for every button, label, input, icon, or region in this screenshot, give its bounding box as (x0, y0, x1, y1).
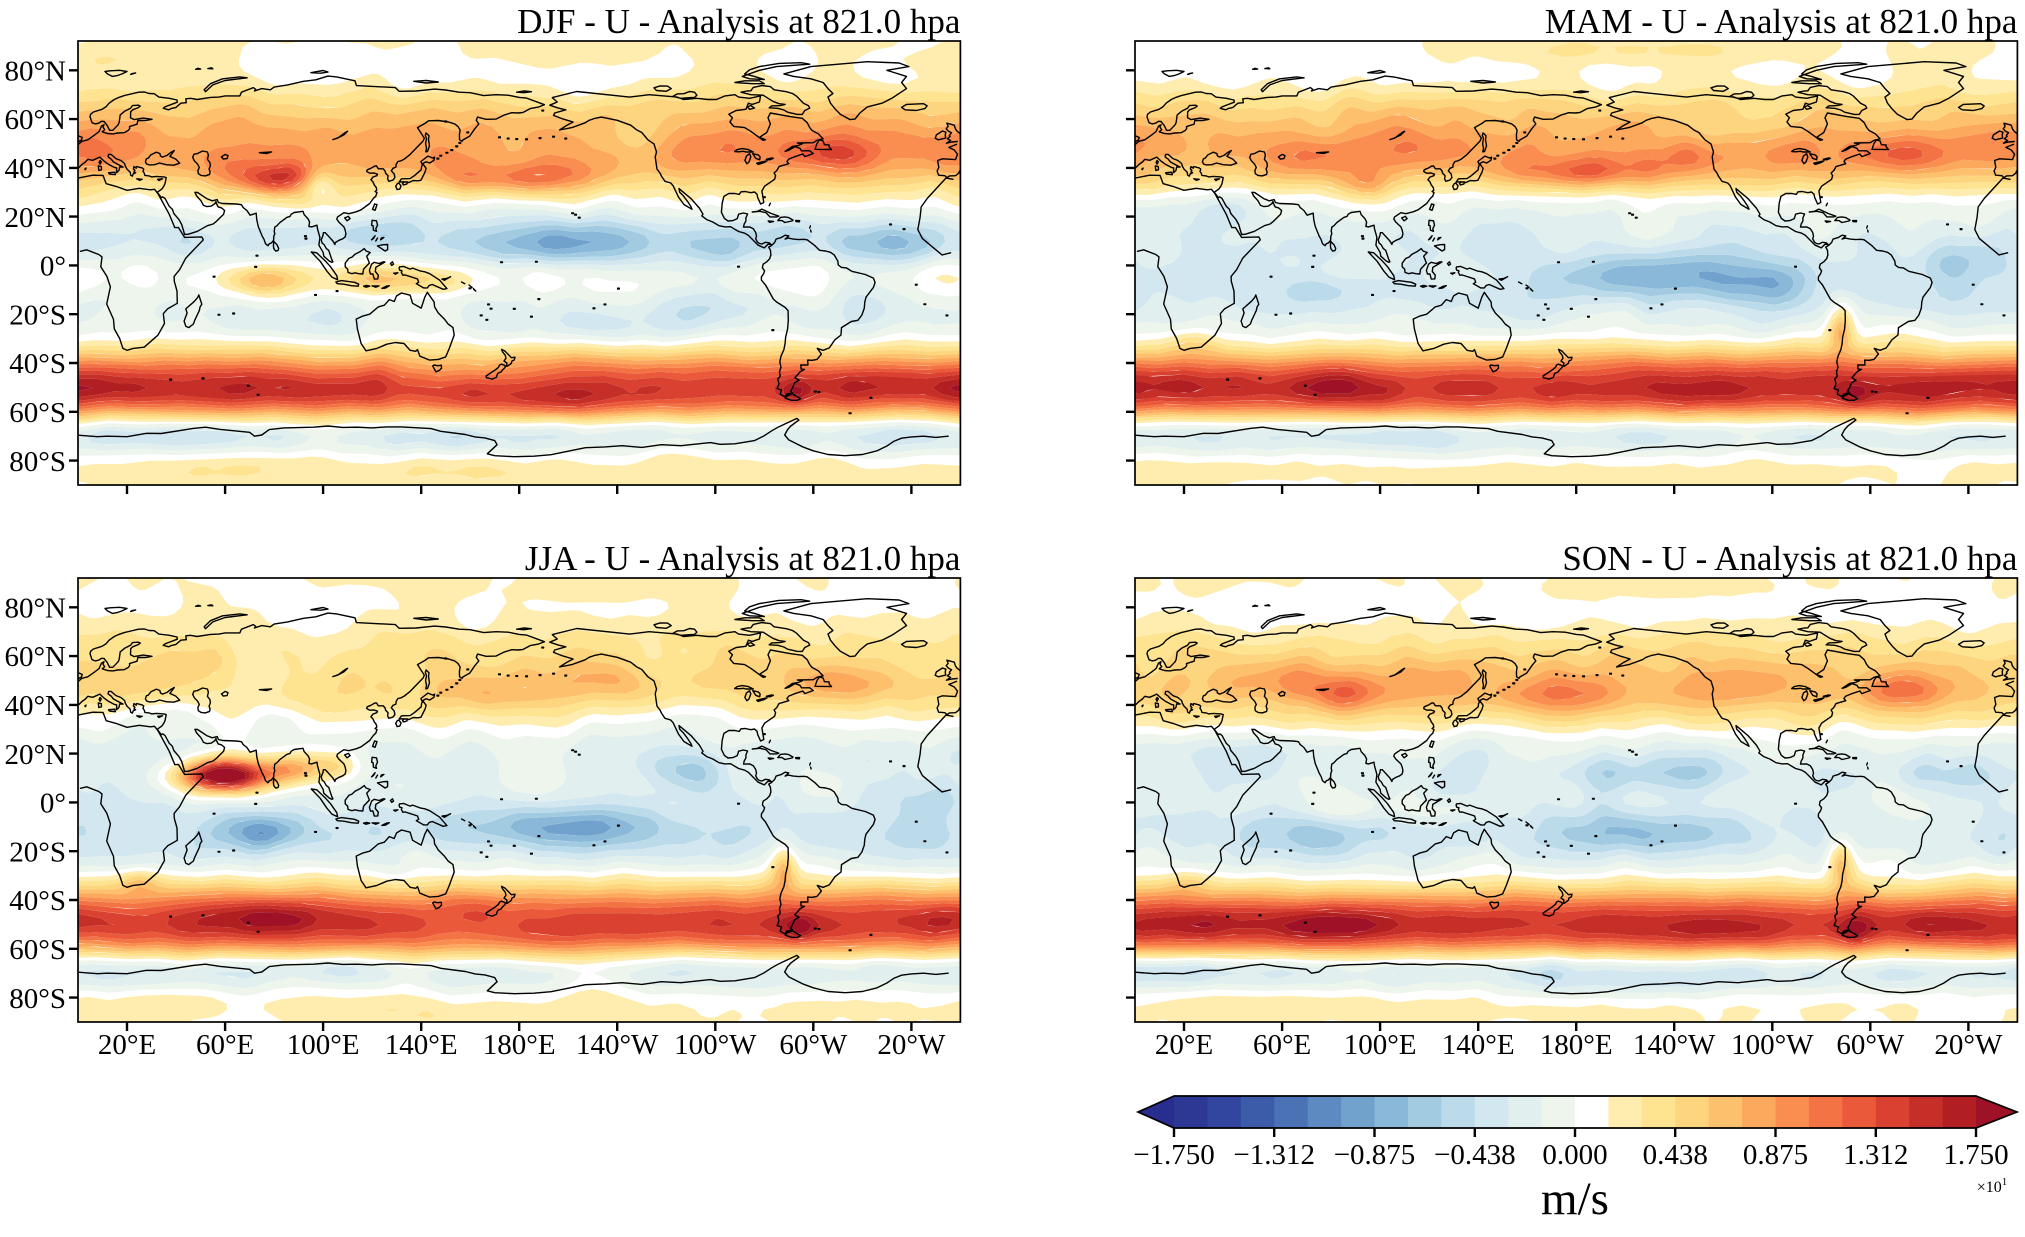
svg-text:80°S: 80°S (9, 446, 66, 478)
svg-text:60°S: 60°S (9, 397, 66, 429)
svg-text:SON - U - Analysis at 821.0 hp: SON - U - Analysis at 821.0 hpa (1562, 539, 2017, 578)
svg-text:20°E: 20°E (98, 1029, 156, 1061)
svg-text:140°W: 140°W (576, 1029, 659, 1061)
svg-text:20°N: 20°N (4, 202, 66, 234)
svg-text:60°E: 60°E (196, 1029, 254, 1061)
svg-text:20°E: 20°E (1155, 1029, 1213, 1061)
svg-text:80°S: 80°S (9, 983, 66, 1015)
svg-text:180°E: 180°E (483, 1029, 556, 1061)
svg-text:100°E: 100°E (287, 1029, 360, 1061)
svg-text:40°S: 40°S (9, 885, 66, 917)
svg-text:DJF - U - Analysis at 821.0 hp: DJF - U - Analysis at 821.0 hpa (517, 2, 961, 41)
svg-text:−1.312: −1.312 (1233, 1139, 1315, 1171)
svg-text:60°W: 60°W (1836, 1029, 1905, 1061)
svg-text:140°E: 140°E (1442, 1029, 1515, 1061)
svg-text:20°W: 20°W (1934, 1029, 2003, 1061)
svg-text:140°W: 140°W (1633, 1029, 1716, 1061)
svg-text:80°N: 80°N (4, 592, 66, 624)
svg-text:1.312: 1.312 (1843, 1139, 1908, 1171)
svg-text:20°S: 20°S (9, 836, 66, 868)
svg-text:180°E: 180°E (1540, 1029, 1613, 1061)
svg-text:40°N: 40°N (4, 153, 66, 185)
svg-text:0°: 0° (40, 788, 66, 820)
svg-text:20°N: 20°N (4, 739, 66, 771)
svg-text:60°S: 60°S (9, 934, 66, 966)
svg-text:80°N: 80°N (4, 55, 66, 87)
svg-text:0.875: 0.875 (1743, 1139, 1808, 1171)
svg-text:−1.750: −1.750 (1133, 1139, 1215, 1171)
svg-text:140°E: 140°E (385, 1029, 458, 1061)
svg-text:60°N: 60°N (4, 104, 66, 136)
svg-text:0.438: 0.438 (1643, 1139, 1708, 1171)
svg-text:×101: ×101 (1977, 1176, 2008, 1196)
svg-text:m/s: m/s (1541, 1173, 1609, 1225)
svg-text:0.000: 0.000 (1542, 1139, 1607, 1171)
svg-text:−0.438: −0.438 (1434, 1139, 1516, 1171)
svg-text:−0.875: −0.875 (1334, 1139, 1416, 1171)
svg-text:JJA - U - Analysis at 821.0 hp: JJA - U - Analysis at 821.0 hpa (525, 539, 961, 578)
svg-text:60°N: 60°N (4, 641, 66, 673)
svg-text:0°: 0° (40, 251, 66, 283)
svg-text:40°N: 40°N (4, 690, 66, 722)
svg-text:40°S: 40°S (9, 348, 66, 380)
svg-text:20°S: 20°S (9, 299, 66, 331)
svg-text:1.750: 1.750 (1943, 1139, 2008, 1171)
svg-text:100°W: 100°W (1731, 1029, 1814, 1061)
svg-text:MAM - U - Analysis at 821.0 hp: MAM - U - Analysis at 821.0 hpa (1545, 2, 2018, 41)
svg-text:60°E: 60°E (1253, 1029, 1311, 1061)
svg-text:60°W: 60°W (779, 1029, 848, 1061)
svg-text:20°W: 20°W (877, 1029, 946, 1061)
svg-text:100°W: 100°W (674, 1029, 757, 1061)
svg-text:100°E: 100°E (1344, 1029, 1417, 1061)
